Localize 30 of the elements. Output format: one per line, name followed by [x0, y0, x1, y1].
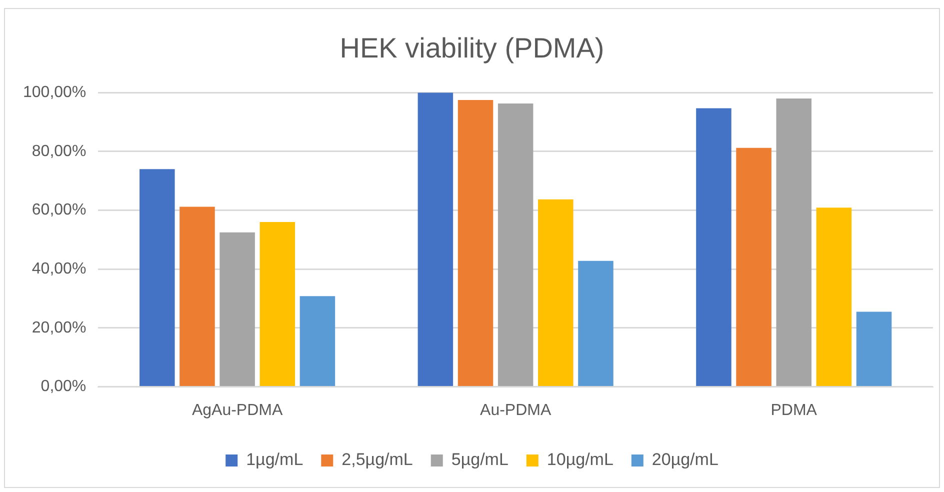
chart-title: HEK viability (PDMA) [340, 32, 604, 64]
bar [260, 222, 296, 386]
bar [856, 312, 892, 386]
bar [140, 169, 175, 386]
legend-label: 1µg/mL [246, 450, 304, 470]
bar [458, 100, 494, 386]
bar [776, 98, 812, 386]
bar [538, 199, 574, 386]
y-tick-label: 20,00% [32, 319, 86, 336]
legend-label: 10µg/mL [546, 450, 614, 470]
y-tick-label: 60,00% [32, 202, 86, 219]
y-tick-label: 80,00% [32, 142, 86, 160]
legend-label: 5µg/mL [451, 450, 508, 470]
legend-label: 2,5µg/mL [342, 450, 413, 470]
bar [418, 92, 454, 386]
y-tick-label: 0,00% [40, 378, 86, 396]
bar [498, 103, 534, 386]
bar [300, 296, 336, 386]
x-tick-label: PDMA [770, 402, 818, 419]
bar [220, 232, 255, 386]
bar [696, 108, 732, 386]
y-tick-label: 100,00% [22, 84, 86, 102]
bar [180, 206, 215, 386]
bar [578, 260, 614, 386]
y-tick-label: 40,00% [32, 260, 86, 278]
x-tick-label: AgAu-PDMA [192, 402, 283, 419]
legend-label: 20µg/mL [652, 450, 718, 470]
bar [736, 148, 772, 386]
x-tick-label: Au-PDMA [480, 402, 552, 419]
bar [816, 208, 852, 386]
